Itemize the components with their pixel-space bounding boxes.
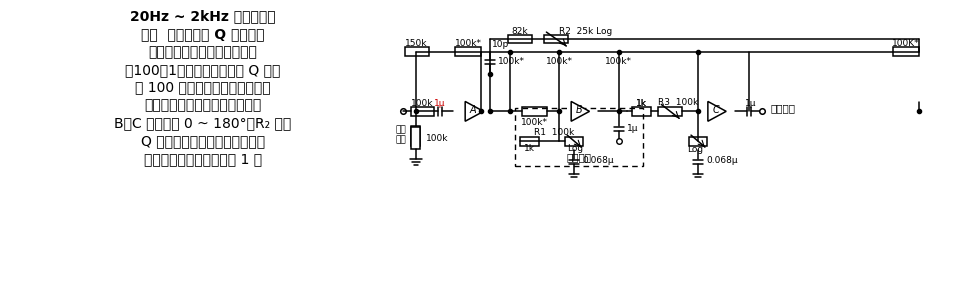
Text: 1μ: 1μ	[434, 99, 445, 108]
Text: 1k: 1k	[636, 99, 647, 108]
Text: 1k: 1k	[525, 144, 535, 154]
Text: B、C 相位变化 0 ~ 180°。R₂ 调节: B、C 相位变化 0 ~ 180°。R₂ 调节	[114, 116, 292, 130]
Bar	[522, 107, 548, 116]
Polygon shape	[708, 102, 726, 121]
Text: 1μ: 1μ	[627, 124, 639, 133]
Text: 正弦输出: 正弦输出	[567, 152, 591, 162]
Text: Q 值，同轴的对数电位器改变中: Q 值，同轴的对数电位器改变中	[141, 134, 265, 148]
Bar	[508, 35, 531, 44]
Text: 100k*: 100k*	[606, 57, 632, 66]
Text: 150k: 150k	[406, 39, 428, 49]
Text: 100k: 100k	[426, 133, 448, 143]
Text: B: B	[576, 105, 582, 115]
Bar	[659, 107, 682, 116]
Bar	[894, 47, 919, 56]
Text: A: A	[469, 105, 476, 115]
Text: 1k: 1k	[636, 99, 647, 108]
Bar	[411, 107, 435, 116]
Text: R1  100k: R1 100k	[534, 128, 575, 137]
Text: 余弦输出: 余弦输出	[770, 103, 795, 113]
Bar	[515, 108, 643, 166]
Text: 100k*: 100k*	[455, 39, 482, 49]
Text: Log: Log	[567, 144, 583, 154]
Bar	[412, 126, 420, 146]
Text: 100k*: 100k*	[498, 57, 526, 66]
Text: 100k*: 100k*	[521, 118, 548, 127]
Text: R3  100k: R3 100k	[659, 98, 698, 107]
Text: 信号
输入: 信号 输入	[395, 125, 406, 145]
Text: 0.068μ: 0.068μ	[706, 156, 737, 165]
Polygon shape	[466, 102, 484, 121]
Text: R2  25k Log: R2 25k Log	[559, 27, 612, 36]
Text: 于 100 的恒定值。可得到正弦输: 于 100 的恒定值。可得到正弦输	[135, 81, 270, 95]
Bar	[411, 127, 419, 149]
Text: 波器  此电路为高 Q 值有源滤: 波器 此电路为高 Q 值有源滤	[141, 27, 265, 41]
Bar	[565, 137, 583, 146]
Text: 心频率。在通带内增益为 1 。: 心频率。在通带内增益为 1 。	[144, 152, 262, 166]
Text: 0.068μ: 0.068μ	[582, 156, 613, 165]
Polygon shape	[571, 102, 589, 121]
Text: （100：1）调节，基本保持 Q 值大: （100：1）调节，基本保持 Q 值大	[125, 63, 280, 77]
Text: 100k: 100k	[412, 99, 434, 108]
Bar	[405, 47, 429, 56]
Bar	[455, 47, 481, 56]
Bar	[520, 137, 539, 146]
Text: 20Hz ~ 2kHz 可变带通滤: 20Hz ~ 2kHz 可变带通滤	[129, 9, 275, 23]
Bar	[689, 137, 707, 146]
Text: 100k*: 100k*	[546, 57, 573, 66]
Text: 波器，可在很宽的频率范围内: 波器，可在很宽的频率范围内	[148, 45, 257, 59]
Text: 10p: 10p	[492, 41, 509, 49]
Text: 出和余弦输出。级联的全通网络: 出和余弦输出。级联的全通网络	[144, 99, 261, 112]
Text: Log: Log	[687, 145, 703, 155]
Text: 82k: 82k	[511, 27, 528, 36]
Text: 1μ: 1μ	[745, 99, 756, 108]
Bar	[545, 35, 568, 44]
Text: 100K*: 100K*	[893, 39, 920, 49]
Bar	[632, 107, 651, 116]
Text: C: C	[712, 105, 719, 115]
